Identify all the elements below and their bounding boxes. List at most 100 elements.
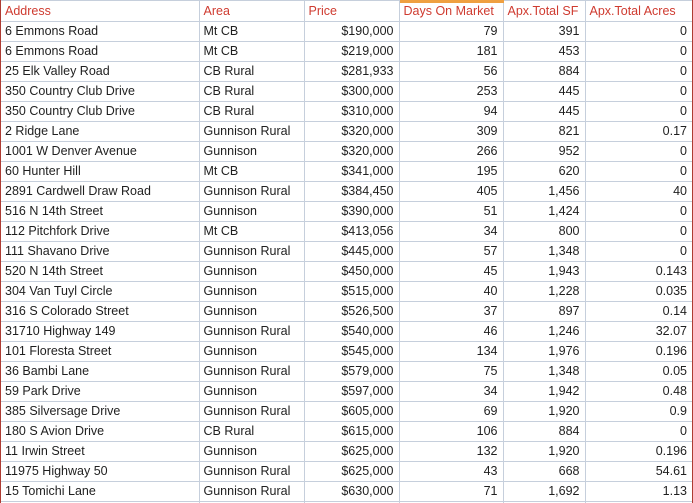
cell-price[interactable]: $390,000: [303, 201, 400, 222]
cell-address[interactable]: 516 N 14th Street: [1, 201, 200, 222]
cell-price[interactable]: $384,450: [303, 181, 400, 202]
cell-address[interactable]: 36 Bambi Lane: [1, 361, 200, 382]
cell-days-on-market[interactable]: 75: [398, 361, 504, 382]
cell-apx-total-sf[interactable]: 952: [502, 141, 586, 162]
column-header-area[interactable]: Area: [198, 0, 305, 22]
cell-apx-total-sf[interactable]: 821: [502, 121, 586, 142]
cell-area[interactable]: Gunnison: [198, 441, 305, 462]
cell-apx-total-sf[interactable]: 453: [502, 41, 586, 62]
cell-price[interactable]: $545,000: [303, 341, 400, 362]
cell-days-on-market[interactable]: 40: [398, 281, 504, 302]
column-header-price[interactable]: Price: [303, 0, 400, 22]
cell-area[interactable]: Gunnison: [198, 261, 305, 282]
cell-days-on-market[interactable]: 37: [398, 301, 504, 322]
cell-address[interactable]: 60 Hunter Hill: [1, 161, 200, 182]
cell-apx-total-sf[interactable]: 1,228: [502, 281, 586, 302]
cell-days-on-market[interactable]: 51: [398, 201, 504, 222]
column-header-apx-total-sf[interactable]: Apx.Total SF: [502, 0, 586, 22]
cell-days-on-market[interactable]: 45: [398, 261, 504, 282]
cell-apx-total-acres[interactable]: 0: [584, 41, 692, 62]
cell-apx-total-sf[interactable]: 1,920: [502, 441, 586, 462]
cell-area[interactable]: Mt CB: [198, 41, 305, 62]
cell-area[interactable]: Gunnison: [198, 341, 305, 362]
cell-area[interactable]: Gunnison Rural: [198, 121, 305, 142]
cell-apx-total-acres[interactable]: 1.13: [584, 481, 692, 502]
cell-days-on-market[interactable]: 106: [398, 421, 504, 442]
cell-days-on-market[interactable]: 266: [398, 141, 504, 162]
cell-days-on-market[interactable]: 309: [398, 121, 504, 142]
cell-apx-total-sf[interactable]: 1,942: [502, 381, 586, 402]
cell-price[interactable]: $615,000: [303, 421, 400, 442]
cell-price[interactable]: $625,000: [303, 441, 400, 462]
cell-area[interactable]: Gunnison: [198, 281, 305, 302]
cell-apx-total-sf[interactable]: 391: [502, 21, 586, 42]
cell-price[interactable]: $281,933: [303, 61, 400, 82]
cell-apx-total-acres[interactable]: 0.05: [584, 361, 692, 382]
cell-price[interactable]: $341,000: [303, 161, 400, 182]
cell-address[interactable]: 350 Country Club Drive: [1, 81, 200, 102]
cell-price[interactable]: $320,000: [303, 121, 400, 142]
cell-price[interactable]: $526,500: [303, 301, 400, 322]
cell-apx-total-acres[interactable]: 0: [584, 201, 692, 222]
cell-price[interactable]: $625,000: [303, 461, 400, 482]
cell-price[interactable]: $190,000: [303, 21, 400, 42]
cell-apx-total-sf[interactable]: 1,246: [502, 321, 586, 342]
cell-price[interactable]: $579,000: [303, 361, 400, 382]
cell-area[interactable]: Gunnison Rural: [198, 481, 305, 502]
cell-days-on-market[interactable]: 56: [398, 61, 504, 82]
cell-address[interactable]: 31710 Highway 149: [1, 321, 200, 342]
cell-price[interactable]: $515,000: [303, 281, 400, 302]
cell-days-on-market[interactable]: 57: [398, 241, 504, 262]
cell-address[interactable]: 304 Van Tuyl Circle: [1, 281, 200, 302]
cell-days-on-market[interactable]: 69: [398, 401, 504, 422]
cell-address[interactable]: 11975 Highway 50: [1, 461, 200, 482]
cell-price[interactable]: $445,000: [303, 241, 400, 262]
cell-days-on-market[interactable]: 94: [398, 101, 504, 122]
cell-days-on-market[interactable]: 71: [398, 481, 504, 502]
cell-apx-total-acres[interactable]: 0: [584, 101, 692, 122]
cell-days-on-market[interactable]: 43: [398, 461, 504, 482]
cell-area[interactable]: Gunnison Rural: [198, 461, 305, 482]
cell-days-on-market[interactable]: 134: [398, 341, 504, 362]
cell-area[interactable]: Gunnison: [198, 381, 305, 402]
cell-address[interactable]: 112 Pitchfork Drive: [1, 221, 200, 242]
cell-area[interactable]: Mt CB: [198, 221, 305, 242]
cell-apx-total-sf[interactable]: 1,976: [502, 341, 586, 362]
cell-apx-total-sf[interactable]: 668: [502, 461, 586, 482]
cell-price[interactable]: $320,000: [303, 141, 400, 162]
cell-address[interactable]: 15 Tomichi Lane: [1, 481, 200, 502]
cell-apx-total-acres[interactable]: 0: [584, 421, 692, 442]
cell-apx-total-sf[interactable]: 1,692: [502, 481, 586, 502]
cell-apx-total-acres[interactable]: 40: [584, 181, 692, 202]
cell-apx-total-sf[interactable]: 897: [502, 301, 586, 322]
cell-apx-total-acres[interactable]: 0: [584, 161, 692, 182]
cell-apx-total-acres[interactable]: 0.48: [584, 381, 692, 402]
cell-address[interactable]: 6 Emmons Road: [1, 41, 200, 62]
cell-area[interactable]: Gunnison: [198, 201, 305, 222]
cell-area[interactable]: Mt CB: [198, 21, 305, 42]
cell-apx-total-sf[interactable]: 884: [502, 421, 586, 442]
cell-apx-total-sf[interactable]: 800: [502, 221, 586, 242]
cell-apx-total-sf[interactable]: 445: [502, 101, 586, 122]
cell-address[interactable]: 316 S Colorado Street: [1, 301, 200, 322]
cell-area[interactable]: Gunnison: [198, 301, 305, 322]
cell-apx-total-acres[interactable]: 54.61: [584, 461, 692, 482]
cell-area[interactable]: CB Rural: [198, 101, 305, 122]
cell-days-on-market[interactable]: 405: [398, 181, 504, 202]
cell-days-on-market[interactable]: 79: [398, 21, 504, 42]
cell-apx-total-sf[interactable]: 1,348: [502, 361, 586, 382]
cell-price[interactable]: $630,000: [303, 481, 400, 502]
cell-apx-total-acres[interactable]: 0: [584, 241, 692, 262]
cell-apx-total-sf[interactable]: 445: [502, 81, 586, 102]
cell-days-on-market[interactable]: 34: [398, 221, 504, 242]
cell-apx-total-sf[interactable]: 884: [502, 61, 586, 82]
cell-area[interactable]: Gunnison: [198, 141, 305, 162]
cell-price[interactable]: $450,000: [303, 261, 400, 282]
cell-apx-total-acres[interactable]: 0.17: [584, 121, 692, 142]
cell-days-on-market[interactable]: 181: [398, 41, 504, 62]
cell-price[interactable]: $597,000: [303, 381, 400, 402]
cell-address[interactable]: 111 Shavano Drive: [1, 241, 200, 262]
cell-area[interactable]: Gunnison Rural: [198, 401, 305, 422]
cell-apx-total-sf[interactable]: 1,456: [502, 181, 586, 202]
cell-apx-total-acres[interactable]: 32.07: [584, 321, 692, 342]
